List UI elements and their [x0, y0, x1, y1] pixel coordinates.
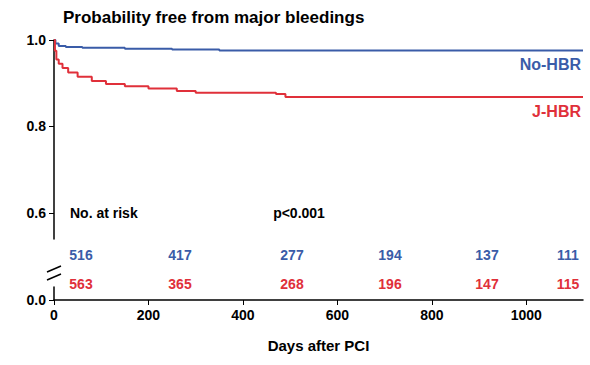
svg-text:277: 277: [280, 247, 304, 263]
svg-text:194: 194: [378, 247, 402, 263]
svg-text:196: 196: [378, 276, 402, 292]
svg-text:600: 600: [326, 307, 350, 323]
svg-text:516: 516: [69, 247, 93, 263]
svg-text:563: 563: [69, 276, 93, 292]
svg-text:0.0: 0.0: [27, 292, 47, 308]
svg-text:111: 111: [557, 247, 579, 263]
svg-text:Days after PCI: Days after PCI: [268, 337, 370, 354]
svg-text:1000: 1000: [511, 307, 542, 323]
svg-text:400: 400: [231, 307, 255, 323]
svg-text:1.0: 1.0: [27, 32, 47, 48]
svg-text:No. at risk: No. at risk: [70, 205, 138, 221]
svg-text:Probability free from major bl: Probability free from major bleedings: [63, 8, 364, 27]
svg-text:0.6: 0.6: [27, 205, 47, 221]
svg-text:0.8: 0.8: [27, 118, 47, 134]
svg-text:p<0.001: p<0.001: [273, 205, 325, 221]
svg-text:365: 365: [168, 276, 192, 292]
svg-text:137: 137: [475, 247, 499, 263]
svg-text:115: 115: [557, 276, 580, 292]
svg-text:147: 147: [475, 276, 499, 292]
svg-text:200: 200: [137, 307, 161, 323]
svg-text:0: 0: [50, 307, 58, 323]
svg-text:417: 417: [168, 247, 192, 263]
svg-text:J-HBR: J-HBR: [532, 103, 581, 120]
svg-text:800: 800: [420, 307, 444, 323]
svg-text:268: 268: [280, 276, 304, 292]
svg-text:No-HBR: No-HBR: [520, 56, 582, 73]
